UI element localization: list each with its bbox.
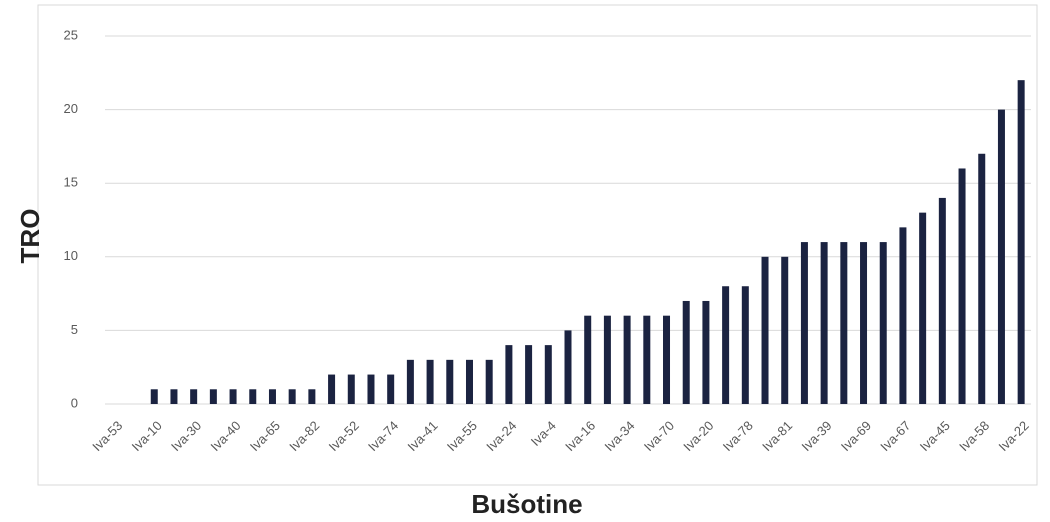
bar: [781, 256, 789, 404]
bar: [958, 168, 966, 404]
bar: [702, 300, 710, 404]
y-tick-label: 5: [71, 322, 78, 337]
bar: [525, 345, 533, 404]
bar: [643, 315, 651, 404]
x-tick-label: Iva-69: [838, 418, 874, 454]
x-tick-label: Iva-55: [444, 418, 480, 454]
bar: [603, 315, 611, 404]
bar: [190, 389, 198, 404]
x-tick-label: Iva-30: [168, 418, 204, 454]
bar: [564, 330, 572, 404]
bar: [249, 389, 257, 404]
y-tick-label: 25: [64, 27, 78, 42]
x-tick-label: Iva-4: [528, 418, 559, 449]
x-tick-label: Iva-24: [483, 418, 519, 454]
x-tick-label: Iva-70: [641, 418, 677, 454]
bar: [544, 345, 552, 404]
bar: [485, 359, 493, 404]
x-tick-label: Iva-78: [720, 418, 756, 454]
y-tick-label: 0: [71, 395, 78, 410]
bar: [505, 345, 513, 404]
x-tick-label: Iva-39: [799, 418, 835, 454]
bar: [367, 374, 375, 404]
bar: [682, 300, 690, 404]
bar: [879, 242, 887, 404]
x-tick-label: Iva-41: [404, 418, 440, 454]
bar: [308, 389, 316, 404]
chart-border: [37, 4, 1038, 486]
bar: [1017, 80, 1025, 404]
bar: [840, 242, 848, 404]
x-tick-label: Iva-53: [89, 418, 125, 454]
x-tick-label: Iva-40: [207, 418, 243, 454]
x-axis-title: Bušotine: [471, 489, 582, 519]
bar: [150, 389, 158, 404]
bar: [722, 286, 730, 404]
bar: [761, 256, 769, 404]
bar: [209, 389, 217, 404]
bar: [584, 315, 592, 404]
bar: [328, 374, 336, 404]
bar: [623, 315, 631, 404]
bar: [288, 389, 296, 404]
x-tick-label: Iva-81: [759, 418, 795, 454]
x-tick-label: Iva-34: [601, 418, 637, 454]
x-tick-label: Iva-10: [129, 418, 165, 454]
x-tick-label: Iva-82: [286, 418, 322, 454]
bar: [741, 286, 749, 404]
x-tick-label: Iva-74: [365, 418, 401, 454]
x-tick-label: Iva-58: [956, 418, 992, 454]
bar: [938, 197, 946, 404]
bar: [978, 153, 986, 404]
bar: [919, 212, 927, 404]
bar: [465, 359, 473, 404]
x-tick-label: Iva-45: [917, 418, 953, 454]
bar: [899, 227, 907, 404]
bar: [387, 374, 395, 404]
x-tick-label: Iva-20: [680, 418, 716, 454]
bar: [800, 242, 808, 404]
y-tick-label: 20: [64, 101, 78, 116]
x-tick-label: Iva-67: [877, 418, 913, 454]
bar: [820, 242, 828, 404]
bar: [170, 389, 178, 404]
x-tick-label: Iva-16: [562, 418, 598, 454]
bar: [229, 389, 237, 404]
x-tick-label: Iva-52: [326, 418, 362, 454]
bar: [347, 374, 355, 404]
x-tick-label: Iva-65: [247, 418, 283, 454]
y-tick-label: 15: [64, 175, 78, 190]
bar: [268, 389, 276, 404]
bar: [426, 359, 434, 404]
bar: [663, 315, 671, 404]
bar: [446, 359, 454, 404]
bar: [860, 242, 868, 404]
bar: [406, 359, 414, 404]
y-tick-label: 10: [64, 248, 78, 263]
bar: [997, 109, 1005, 404]
x-tick-label: Iva-22: [996, 418, 1032, 454]
y-axis-title: TRO: [15, 209, 45, 264]
